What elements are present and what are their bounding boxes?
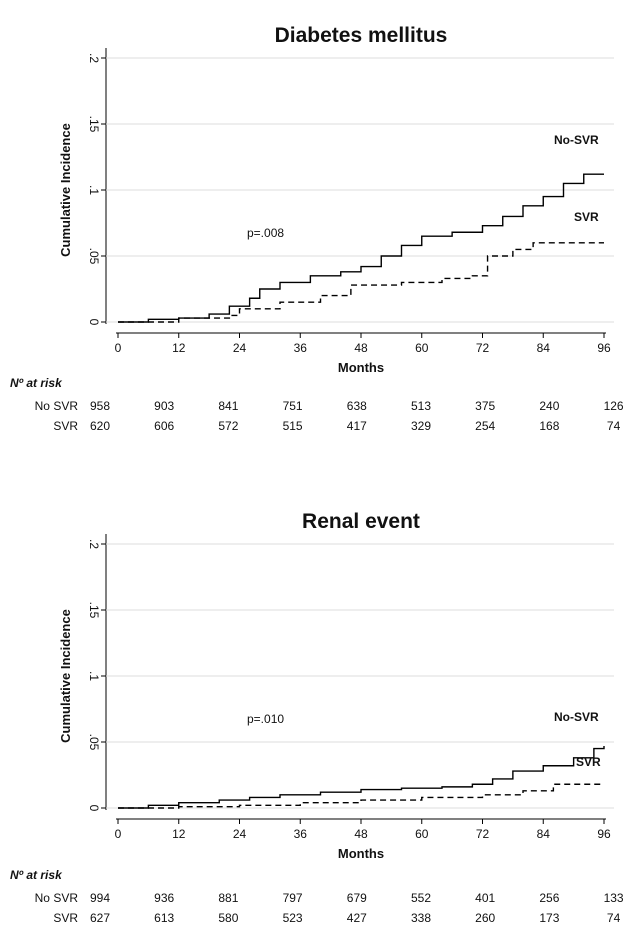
risk-table-title: Nº at risk (10, 376, 63, 390)
risk-value: 903 (154, 399, 174, 413)
x-tick-label: 12 (172, 341, 186, 355)
step-line (118, 173, 604, 323)
step-line (118, 783, 604, 809)
risk-value: 417 (347, 419, 367, 433)
x-tick-label: 96 (597, 341, 611, 355)
x-tick-label: 0 (115, 341, 122, 355)
annotation: p=.010 (247, 712, 284, 726)
x-tick-label: 36 (294, 827, 308, 841)
step-line (118, 745, 605, 809)
y-tick-label: 0 (87, 805, 101, 812)
risk-value: 375 (475, 399, 495, 413)
risk-value: 133 (604, 891, 624, 905)
y-axis-label: Cumulative Incidence (58, 609, 73, 743)
x-tick-label: 72 (476, 827, 490, 841)
risk-value: 240 (539, 399, 559, 413)
risk-value: 256 (539, 891, 559, 905)
risk-value: 751 (283, 399, 303, 413)
risk-value: 260 (475, 911, 495, 923)
risk-row-label: SVR (53, 419, 78, 433)
risk-value: 523 (283, 911, 303, 923)
series-label: No-SVR (554, 710, 599, 724)
x-tick-label: 60 (415, 827, 429, 841)
risk-value: 841 (218, 399, 238, 413)
x-tick-label: 12 (172, 827, 186, 841)
risk-row-label: No SVR (35, 891, 79, 905)
risk-value: 515 (283, 419, 303, 433)
risk-value: 958 (90, 399, 110, 413)
annotation: p=.008 (247, 226, 284, 240)
risk-value: 620 (90, 419, 110, 433)
risk-value: 401 (475, 891, 495, 905)
y-axis-label: Cumulative Incidence (58, 123, 73, 257)
risk-row-label: No SVR (35, 399, 79, 413)
risk-value: 126 (604, 399, 624, 413)
chart-title: Renal event (302, 510, 420, 533)
risk-value: 173 (539, 911, 559, 923)
x-tick-label: 48 (354, 341, 368, 355)
series-label: SVR (574, 210, 599, 224)
risk-value: 168 (539, 419, 559, 433)
risk-value: 638 (347, 399, 367, 413)
series-label: SVR (576, 755, 601, 769)
y-tick-label: .2 (87, 53, 101, 63)
x-tick-label: 84 (537, 827, 551, 841)
x-tick-label: 0 (115, 827, 122, 841)
risk-value: 513 (411, 399, 431, 413)
risk-value: 580 (218, 911, 238, 923)
risk-value: 881 (218, 891, 238, 905)
x-tick-label: 24 (233, 341, 247, 355)
x-tick-label: 36 (294, 341, 308, 355)
risk-value: 797 (283, 891, 303, 905)
x-tick-label: 96 (597, 827, 611, 841)
risk-value: 338 (411, 911, 431, 923)
y-tick-label: 0 (87, 319, 101, 326)
y-tick-label: .1 (87, 185, 101, 195)
risk-value: 329 (411, 419, 431, 433)
y-tick-label: .2 (87, 539, 101, 549)
chart-title: Diabetes mellitus (275, 24, 448, 47)
risk-value: 572 (218, 419, 238, 433)
x-axis-label: Months (338, 360, 384, 375)
risk-row-label: SVR (53, 911, 78, 923)
risk-table-title: Nº at risk (10, 868, 63, 882)
risk-value: 74 (607, 419, 621, 433)
risk-value: 613 (154, 911, 174, 923)
risk-value: 552 (411, 891, 431, 905)
y-tick-label: .15 (87, 116, 101, 133)
x-axis-label: Months (338, 846, 384, 861)
y-tick-label: .05 (87, 248, 101, 265)
risk-value: 427 (347, 911, 367, 923)
y-tick-label: .1 (87, 671, 101, 681)
risk-value: 254 (475, 419, 495, 433)
y-tick-label: .05 (87, 734, 101, 751)
risk-value: 606 (154, 419, 174, 433)
x-tick-label: 84 (537, 341, 551, 355)
risk-value: 994 (90, 891, 110, 905)
risk-value: 627 (90, 911, 110, 923)
risk-value: 936 (154, 891, 174, 905)
risk-value: 74 (607, 911, 621, 923)
risk-value: 679 (347, 891, 367, 905)
x-tick-label: 72 (476, 341, 490, 355)
series-label: No-SVR (554, 133, 599, 147)
x-tick-label: 24 (233, 827, 247, 841)
x-tick-label: 48 (354, 827, 368, 841)
y-tick-label: .15 (87, 602, 101, 619)
x-tick-label: 60 (415, 341, 429, 355)
step-line (118, 242, 604, 323)
